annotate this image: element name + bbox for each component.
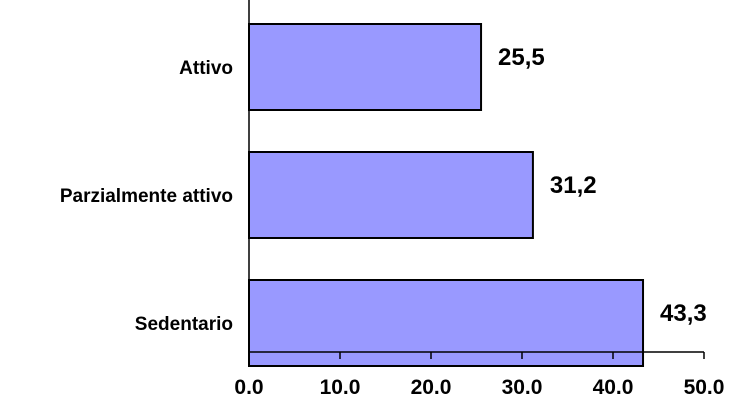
- x-axis-ticks: 0.0 10.0 20.0 30.0 40.0 50.0: [234, 352, 724, 399]
- x-tick-label: 40.0: [593, 376, 634, 399]
- x-tick-label: 20.0: [411, 376, 452, 399]
- x-tick-label: 30.0: [502, 376, 543, 399]
- category-label: Attivo: [179, 58, 233, 79]
- category-labels: Attivo Parzialmente attivo Sedentario: [60, 58, 233, 335]
- bars-group: [248, 23, 645, 367]
- category-label: Parzialmente attivo: [60, 186, 233, 207]
- x-tick-label: 10.0: [320, 376, 361, 399]
- bar-sedentario: [248, 279, 645, 367]
- value-labels: 25,5 31,2 43,3: [498, 44, 707, 327]
- value-label: 43,3: [660, 300, 707, 327]
- bar-parzialmente-attivo: [248, 151, 534, 239]
- x-tick-label: 50.0: [684, 376, 725, 399]
- value-label: 25,5: [498, 44, 545, 71]
- x-tick-label: 0.0: [234, 376, 263, 399]
- bar-attivo: [248, 23, 483, 111]
- category-label: Sedentario: [135, 314, 233, 335]
- value-label: 31,2: [550, 172, 597, 199]
